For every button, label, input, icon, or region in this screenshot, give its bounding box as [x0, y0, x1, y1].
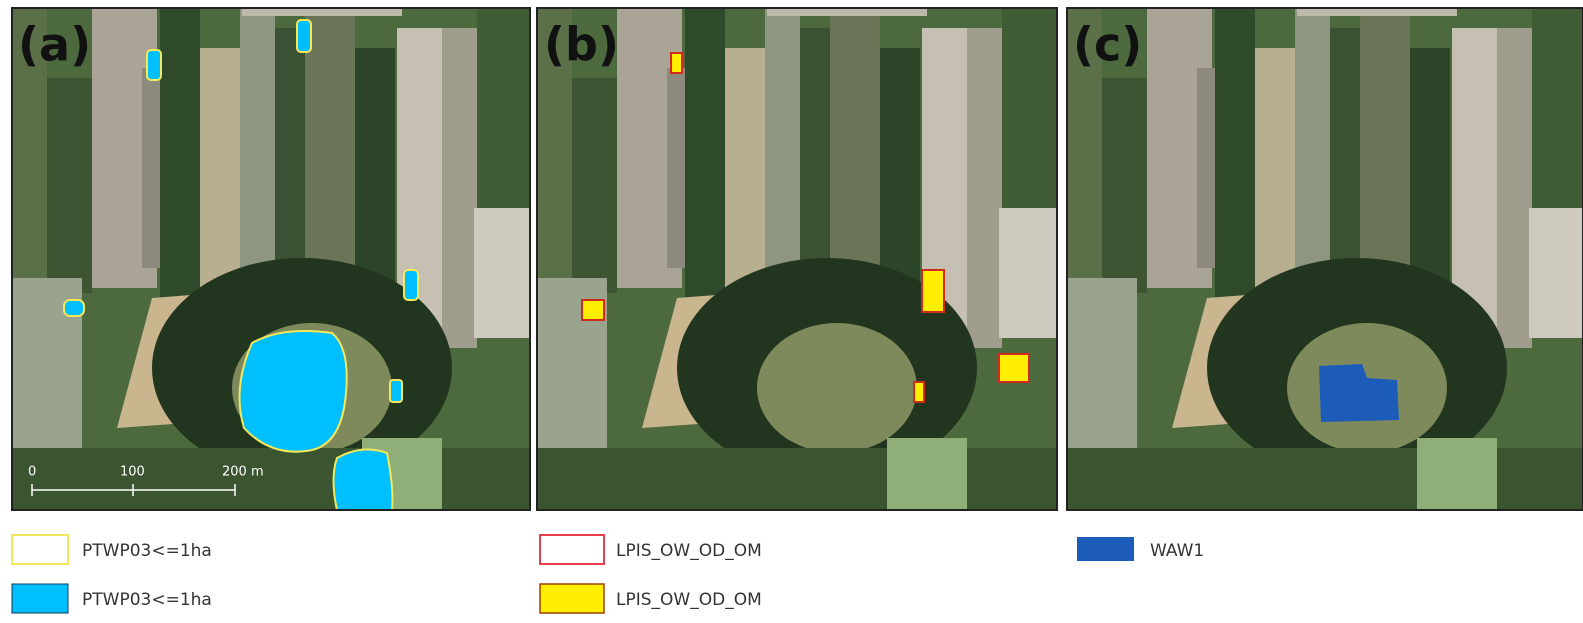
aerial-feature — [725, 48, 765, 293]
aerial-feature — [142, 68, 160, 268]
aerial-feature — [1529, 208, 1583, 338]
aerial-feature — [355, 48, 395, 288]
aerial-feature — [47, 78, 92, 293]
aerial-feature — [1102, 78, 1147, 293]
aerial-feature — [767, 8, 927, 16]
legend-swatch — [540, 584, 604, 613]
lpis-polygon — [914, 382, 924, 402]
aerial-feature — [1295, 8, 1330, 298]
aerial-feature — [242, 8, 402, 16]
aerial-feature — [685, 8, 725, 298]
scale-label: 0 — [28, 465, 36, 480]
figure: (a) (b) (c) 0 100 200 m PTWP03<=1ha PTWP… — [0, 0, 1583, 619]
aerial-feature — [477, 8, 532, 208]
legend-swatch — [12, 584, 68, 613]
aerial-feature — [1497, 28, 1532, 348]
aerial-feature — [1215, 8, 1255, 298]
aerial-feature — [240, 8, 275, 298]
scale-label: 100 — [120, 465, 145, 480]
aerial-feature — [757, 323, 917, 453]
lpis-polygon — [671, 53, 682, 73]
panel-c — [1067, 8, 1583, 510]
aerial-feature — [200, 48, 240, 293]
legend-label: PTWP03<=1ha — [82, 541, 212, 561]
panel-a — [12, 8, 532, 510]
aerial-feature — [572, 78, 617, 293]
panel-b — [537, 8, 1057, 510]
lpis-polygon — [922, 270, 944, 312]
aerial-feature — [305, 8, 355, 298]
legend-swatch — [1077, 537, 1134, 561]
legend-swatch — [12, 535, 68, 564]
panel-label: (c) — [1073, 18, 1142, 72]
aerial-feature — [765, 8, 800, 298]
aerial-feature — [667, 68, 685, 268]
aerial-feature — [1532, 8, 1583, 208]
legend-label: LPIS_OW_OD_OM — [616, 541, 762, 561]
aerial-feature — [1297, 8, 1457, 16]
water-polygon — [297, 20, 311, 52]
legend-label: WAW1 — [1150, 541, 1204, 561]
aerial-feature — [275, 28, 305, 288]
aerial-feature — [1002, 8, 1057, 208]
aerial-feature — [442, 28, 477, 348]
water-polygon — [64, 300, 84, 316]
aerial-feature — [12, 448, 532, 510]
water-polygon — [334, 449, 393, 510]
aerial-feature — [1330, 28, 1360, 288]
water-polygon — [147, 50, 161, 80]
legend-label: PTWP03<=1ha — [82, 590, 212, 610]
panel-label: (a) — [18, 18, 91, 72]
aerial-feature — [967, 28, 1002, 348]
aerial-feature — [1255, 48, 1295, 293]
aerial-feature — [1067, 448, 1583, 510]
aerial-feature — [887, 438, 967, 510]
legend-swatch — [540, 535, 604, 564]
legend-label: LPIS_OW_OD_OM — [616, 590, 762, 610]
water-polygon — [404, 270, 418, 300]
scale-label: 200 m — [222, 465, 264, 480]
lpis-polygon — [999, 354, 1029, 382]
aerial-feature — [537, 448, 1057, 510]
aerial-feature — [830, 8, 880, 298]
aerial-feature — [880, 48, 920, 288]
water-polygon — [390, 380, 402, 402]
aerial-feature — [1197, 68, 1215, 268]
aerial-feature — [800, 28, 830, 288]
aerial-feature — [1360, 8, 1410, 298]
aerial-feature — [474, 208, 532, 338]
aerial-feature — [1410, 48, 1450, 288]
aerial-feature — [999, 208, 1057, 338]
water-polygon — [240, 331, 347, 452]
aerial-feature — [160, 8, 200, 298]
lpis-polygon — [582, 300, 604, 320]
panel-label: (b) — [544, 18, 619, 72]
aerial-feature — [1417, 438, 1497, 510]
aerial-feature — [1067, 278, 1137, 448]
